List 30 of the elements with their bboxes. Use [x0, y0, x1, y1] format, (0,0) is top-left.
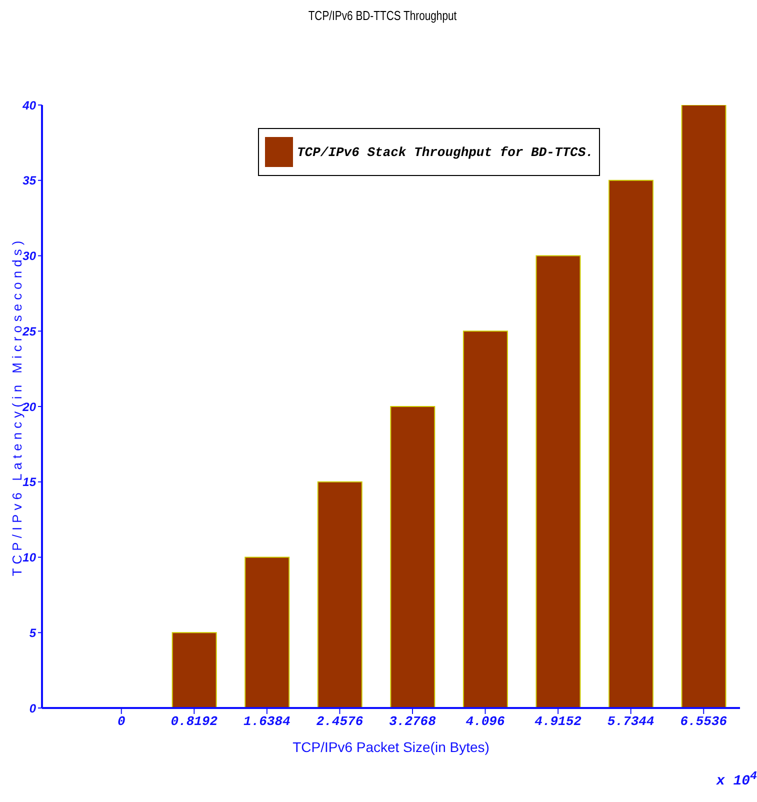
bar [390, 406, 436, 708]
x-tick-label: 2.4576 [316, 714, 364, 730]
chart-title: TCP/IPv6 BD-TTCS Throughput [307, 8, 458, 23]
text: x 10$^{4}$ [716, 769, 757, 790]
bar [244, 556, 290, 708]
x-tick-label: 6.5536 [680, 714, 728, 730]
x-tick-label: 3.2768 [389, 714, 436, 730]
bar [317, 481, 362, 708]
y-tick-label: 35 [22, 174, 36, 188]
x-tick-label: 1.6384 [244, 714, 291, 730]
bar [681, 105, 726, 708]
y-tick-label: 30 [22, 249, 36, 264]
y-tick-label: 10 [22, 550, 36, 565]
x-tick-label: 4.9152 [534, 714, 582, 730]
bar [536, 255, 581, 708]
x-axis-title: TCP/IPv6 Packet Size(in Bytes) [292, 739, 490, 755]
y-tick-label: 20 [22, 400, 36, 414]
y-tick-label: 15 [22, 475, 36, 490]
bar [608, 180, 654, 708]
y-tick-label: 5 [29, 626, 36, 640]
y-tick-label: 0 [29, 701, 36, 716]
y-tick-label: 25 [22, 324, 36, 338]
y-tick-label: 40 [22, 98, 36, 112]
x-tick-label: 5.7344 [607, 714, 654, 730]
bar [172, 632, 217, 708]
x-tick-label: 0.8192 [170, 714, 218, 730]
bar [462, 330, 508, 708]
x-tick-label: 0 [117, 714, 126, 730]
x-tick-label: 4.096 [466, 714, 505, 730]
legend-label: TCP/IPv6 Stack Throughput for BD-TTCS. [297, 144, 594, 160]
